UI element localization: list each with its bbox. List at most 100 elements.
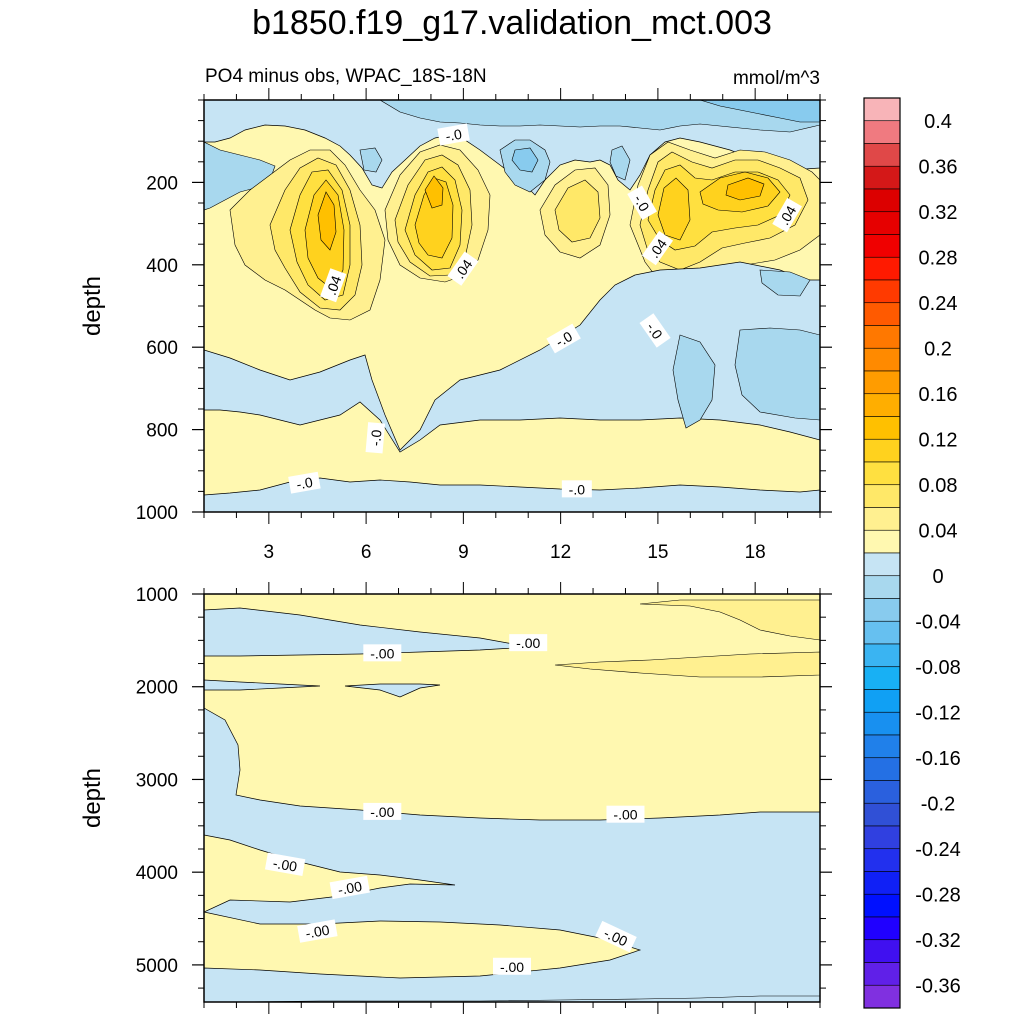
colorbar-swatch	[863, 802, 901, 827]
colorbar-swatch	[863, 848, 901, 872]
upper-contour-panel: -.0-.0.04.04.04.04-.0 -.0-.0-.0 -.0	[204, 100, 820, 512]
colorbar-swatch	[863, 507, 901, 531]
colorbar-label: -0.24	[915, 839, 961, 861]
negative-region	[609, 145, 631, 181]
contour-label-bg	[639, 313, 671, 348]
contour-label-bg	[297, 919, 338, 943]
colorbar-swatch	[863, 120, 901, 144]
contour-label-bg	[447, 251, 479, 286]
negative-region	[204, 679, 321, 691]
colorbar-frame	[863, 97, 901, 1009]
y-tick-label: 600	[146, 338, 178, 359]
colorbar-swatch	[863, 97, 901, 122]
colorbar-swatch	[863, 393, 901, 417]
colorbar-label: -0.12	[915, 702, 961, 724]
lower-plot-frame	[203, 593, 821, 1003]
x-tick-label: 3	[264, 542, 275, 563]
colorbar-label: 0.32	[919, 202, 958, 224]
contour-label: -.0	[288, 471, 321, 494]
contour-label-text: -.0	[643, 319, 666, 342]
contour-label: -.00	[363, 802, 402, 820]
colorbar-label: -0.4	[921, 1021, 955, 1024]
negative-region	[204, 995, 820, 1002]
colorbar-label: 0.16	[919, 384, 958, 406]
contour-label-bg	[320, 268, 347, 303]
x-tick-label: 12	[550, 542, 571, 563]
colorbar-swatch	[863, 416, 901, 440]
colorbar-swatch	[863, 825, 901, 850]
contour-label: -.00	[363, 644, 402, 662]
positive-lobe	[424, 175, 444, 209]
x-tick-label: 9	[458, 542, 469, 563]
contour-label: -.00	[606, 805, 645, 823]
colorbar-label: -0.36	[915, 975, 961, 997]
negative-region	[359, 147, 383, 173]
colorbar-label: 0.2	[924, 338, 952, 360]
colorbar-label: 0	[932, 566, 943, 588]
colorbar-swatch	[863, 438, 901, 463]
positive-lobe	[317, 191, 337, 251]
contour-label-bg	[329, 875, 370, 900]
contour-label-bg	[627, 185, 657, 220]
negative-region	[734, 327, 820, 421]
lower-contour-labels: -.00-.00-.00 -.00-.00-.00-.00 -.00-.00	[264, 634, 645, 975]
contour-label: -.00	[329, 875, 370, 900]
contour-label-bg	[363, 644, 402, 662]
contour-label: -.00	[493, 957, 531, 975]
colorbar-swatch	[863, 347, 901, 372]
x-tick-label: 15	[647, 542, 668, 563]
x-tick-label: 18	[745, 542, 766, 563]
contour-label-bg	[606, 805, 645, 823]
axes: 200 400 600 800 1000 depth 1000 2000 3000 4000 500…	[79, 88, 832, 1014]
colorbar-label: -0.32	[915, 930, 961, 952]
colorbar-label: -0.16	[915, 748, 961, 770]
contour-label-bg	[493, 957, 531, 975]
colorbar-swatch	[863, 256, 901, 281]
colorbar-swatch	[863, 916, 901, 941]
contour-label-text: -.0	[569, 481, 586, 497]
contour-label-bg	[772, 197, 803, 233]
colorbar-label: 0.12	[919, 429, 958, 451]
contour-label-text: -.0	[553, 328, 575, 350]
colorbar-swatch	[863, 711, 901, 736]
contour-label-bg	[264, 852, 306, 876]
colorbar-swatch	[863, 689, 901, 713]
contour-label-text: -.00	[500, 959, 524, 975]
y-tick-label: 1000	[136, 503, 178, 524]
colorbar-swatch	[863, 643, 901, 668]
positive-region	[554, 651, 820, 678]
contour-label-text: -.0	[295, 474, 314, 493]
colorbar-swatch	[863, 461, 901, 486]
colorbar-label: 0.4	[924, 111, 952, 133]
colorbar-label: -0.04	[915, 611, 961, 633]
colorbar-label: -0.2	[921, 793, 955, 815]
contour-label-text: -.00	[370, 804, 394, 820]
contour-label-bg	[509, 634, 548, 652]
colorbar-swatch	[863, 165, 901, 190]
negative-region	[379, 100, 820, 133]
negative-region	[699, 100, 820, 123]
y-tick-label: 400	[146, 256, 178, 277]
colorbar-swatch	[863, 302, 901, 326]
negative-region	[344, 683, 441, 698]
colorbar-swatch	[863, 939, 901, 963]
colorbar-swatch	[863, 893, 901, 918]
contour-label-bg	[561, 480, 592, 498]
colorbar-swatch	[863, 780, 901, 804]
positive-lobe	[554, 179, 601, 243]
colorbar-swatch	[863, 757, 901, 781]
y-tick-label: 200	[146, 173, 178, 194]
y-tick-label: 4000	[136, 863, 178, 884]
colorbar-swatch	[863, 598, 901, 622]
colorbar-swatch	[863, 279, 901, 304]
contour-label: .04	[320, 268, 347, 303]
colorbar-swatch	[863, 575, 901, 599]
colorbar-label: -0.08	[915, 657, 961, 679]
contour-label-text: -.00	[272, 855, 299, 875]
colorbar-swatch	[863, 188, 901, 213]
colorbar-label: 0.08	[919, 475, 958, 497]
colorbar: 0.4 0.36 0.32 0.28 0.24 0.2 0.16 0.12 0.08 0.04 0 -…	[863, 97, 961, 1024]
contour-label: -.0	[437, 123, 470, 146]
contour-label: -.0	[365, 422, 386, 454]
contour-label-text: -.00	[337, 878, 364, 898]
